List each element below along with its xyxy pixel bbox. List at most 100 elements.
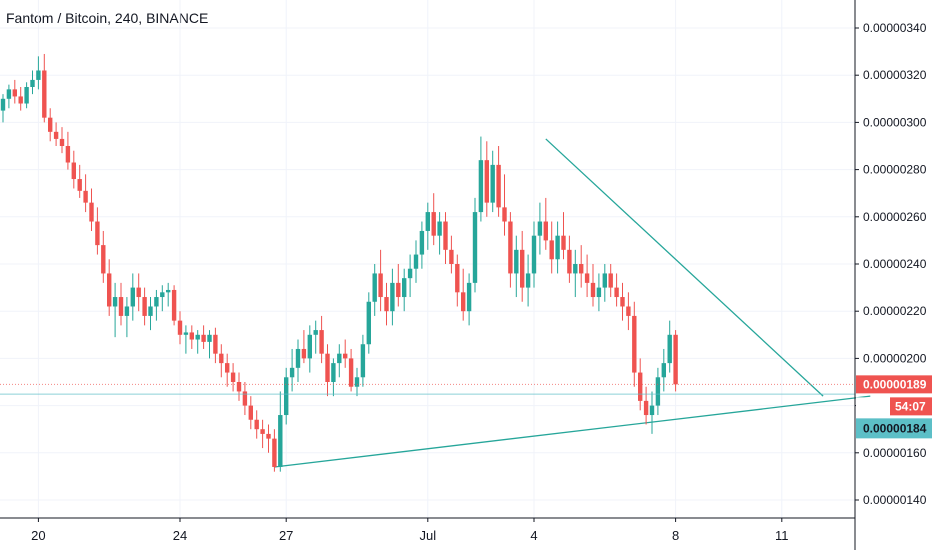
price-tick-label: 0.00000340 [863,21,927,35]
candle-body [419,230,425,255]
candle-body [160,292,165,298]
candle-body [71,162,76,180]
candle-body [531,235,537,274]
candle-body [77,179,82,191]
candle-body [443,221,448,250]
candle-body [596,287,602,298]
candle-body [201,334,206,342]
candle-body [124,306,130,316]
chart-title: Fantom / Bitcoin, 240, BINANCE [6,10,209,26]
candle-body [325,353,330,382]
candle-body [260,429,265,434]
candle-body [36,70,41,80]
candle-body [171,289,177,321]
candle-body [183,332,189,335]
price-tick-label: 0.00000160 [863,446,927,460]
candle-body [478,160,484,213]
candle-body [496,164,501,208]
candle-body [579,264,584,274]
candle-body [89,202,94,222]
candle-body [461,292,466,312]
time-tick-label: Jul [419,528,436,543]
candle-body [372,273,377,302]
candle-body [307,334,312,359]
countdown-label: 54:07 [895,399,926,413]
price-tick-label: 0.00000200 [863,351,927,365]
price-tick-label: 0.00000140 [863,493,927,507]
candle-body [366,301,371,345]
level-price-tag [856,418,932,439]
candle-body [195,334,200,340]
trendline [274,395,871,468]
candle-body [343,353,348,359]
candle-body [614,287,619,298]
candles[interactable] [0,53,678,472]
candle-body [378,273,383,298]
candle-body [30,79,35,87]
candle-body [0,98,6,111]
candle-body [301,348,307,359]
candle-body [484,160,489,203]
candle-body [508,221,513,274]
candle-body [107,273,112,307]
candle-body [313,330,318,335]
candle-body [337,353,342,364]
candle-body [584,273,590,283]
candle-body [626,306,631,316]
candle-body [112,297,118,307]
candle-body [490,164,495,203]
candle-body [673,334,678,385]
price-axis[interactable]: 0.00000340 0.00000320 0.00000300 0.00000280… [854,0,927,550]
candle-body [437,221,442,236]
candle-body [101,245,106,274]
candle-body [319,330,324,354]
candle-body [567,249,572,274]
candle-body [525,273,531,288]
price-tick-label: 0.00000300 [863,115,927,129]
candle-body [555,235,560,260]
price-tick-label: 0.00000220 [863,304,927,318]
candle-body [502,207,507,222]
candle-body [6,89,12,99]
candle-body [608,273,613,288]
candle-body [295,348,301,368]
candle-body [83,190,88,203]
candle-body [455,264,460,293]
time-tick-label: 27 [279,528,293,543]
candle-body [148,306,153,316]
candle-body [118,297,124,316]
candle-body [537,221,543,236]
time-axis[interactable]: 20 24 27 Jul 4 8 11 [0,517,855,543]
candle-body [289,367,295,378]
candle-body [431,212,436,236]
candle-body [284,377,289,416]
candle-body [384,297,389,312]
current-price-label: 0.00000189 [863,377,927,391]
candle-body [130,287,135,307]
candle-body [278,415,283,467]
candle-body [396,282,401,298]
candle-body [360,344,366,378]
candle-body [65,146,71,163]
candle-body [230,372,236,382]
candle-body [643,400,649,416]
trendline [545,138,824,397]
candle-body [655,377,661,406]
chart-grid [0,0,855,518]
candle-body [59,138,65,146]
candle-body [136,287,141,298]
candle-body [225,363,230,373]
candle-body [254,419,259,430]
candle-body [649,405,655,416]
candle-body [236,382,242,392]
candle-body [219,353,224,364]
time-tick-label: 4 [530,528,537,543]
candle-body [207,334,212,342]
candle-body [449,249,454,264]
candle-body [213,334,218,354]
price-tick-label: 0.00000280 [863,163,927,177]
candle-body [18,96,23,104]
trendlines[interactable] [274,138,871,468]
candle-body [661,363,666,378]
